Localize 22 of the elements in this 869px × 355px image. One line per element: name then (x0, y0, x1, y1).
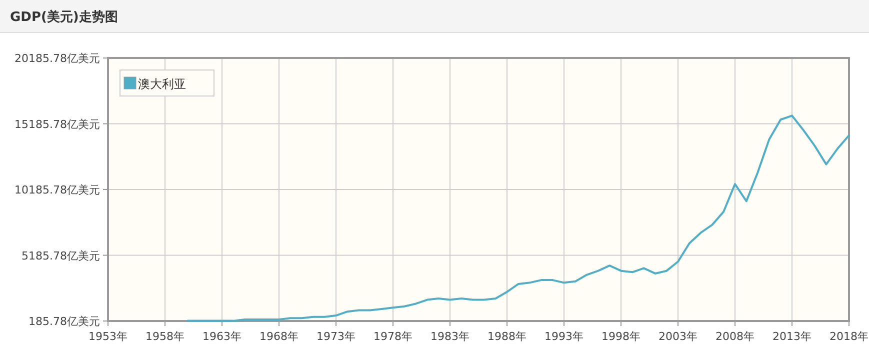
x-tick-label: 2013年 (772, 330, 812, 343)
x-tick-label: 1988年 (488, 330, 526, 343)
x-tick-label: 1993年 (544, 330, 584, 343)
y-tick-label: 20185.78亿美元 (14, 52, 100, 65)
x-tick-label: 1973年 (316, 330, 356, 343)
x-tick-label: 1978年 (374, 330, 412, 343)
y-tick-label: 185.78亿美元 (28, 315, 100, 328)
x-tick-label: 2018年 (830, 330, 868, 343)
chart-title: GDP(美元)走势图 (10, 9, 118, 25)
x-tick-label: 1983年 (430, 330, 470, 343)
legend-label: 澳大利亚 (138, 77, 186, 91)
x-tick-label: 1953年 (88, 330, 128, 343)
y-tick-label: 10185.78亿美元 (14, 184, 100, 196)
x-tick-label: 1958年 (146, 330, 184, 343)
x-tick-label: 1998年 (602, 330, 640, 343)
line-series (186, 114, 850, 322)
y-tick-label: 5185.78亿美元 (22, 249, 100, 262)
x-tick-label: 2008年 (716, 330, 754, 343)
x-tick-label: 2003年 (658, 330, 698, 343)
y-tick-label: 15185.78亿美元 (14, 118, 100, 131)
x-tick-label: 1963年 (202, 330, 242, 343)
x-tick-label: 1968年 (260, 330, 298, 343)
